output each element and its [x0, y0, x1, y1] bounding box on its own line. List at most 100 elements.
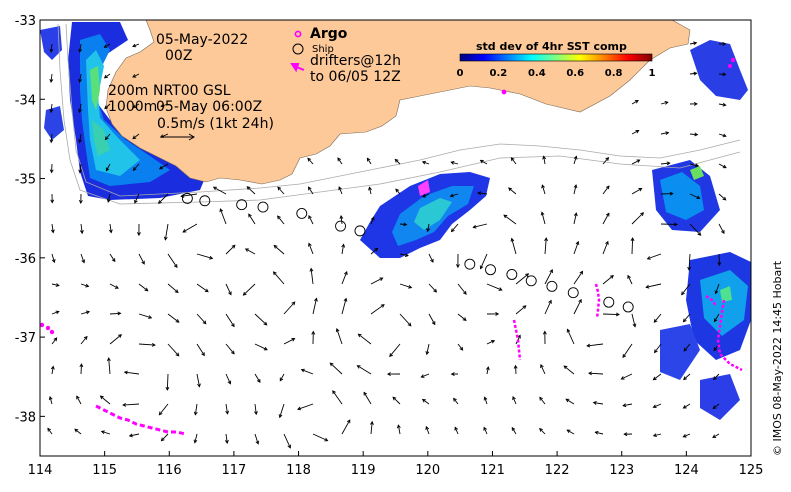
- current-arrow: [100, 430, 111, 435]
- current-arrow: [196, 283, 209, 293]
- current-arrow: [660, 161, 671, 166]
- current-arrow: [483, 426, 488, 435]
- current-arrow: [167, 313, 180, 323]
- current-arrow: [167, 343, 180, 357]
- current-arrow: [103, 73, 111, 79]
- current-arrow: [541, 184, 546, 195]
- current-arrow: [652, 433, 662, 438]
- date-line-1: 05-May-2022: [156, 32, 248, 48]
- current-arrow: [106, 193, 111, 203]
- drifters-legend-line1: drifters@12h: [310, 53, 401, 69]
- current-arrow: [158, 163, 169, 170]
- current-arrow: [329, 362, 343, 375]
- drifter-tracks: [95, 283, 743, 436]
- current-arrow: [566, 429, 575, 435]
- x-tick-label: 115: [92, 463, 117, 478]
- current-arrow: [712, 403, 720, 410]
- sst-patch-west: [40, 22, 205, 200]
- current-arrow: [51, 310, 60, 315]
- current-arrow: [718, 72, 727, 77]
- current-arrow: [602, 240, 609, 255]
- current-arrow: [104, 103, 111, 110]
- current-arrow: [356, 365, 372, 375]
- current-arrow: [622, 403, 633, 408]
- current-arrow: [357, 333, 372, 345]
- current-arrow: [450, 160, 459, 165]
- ship-position: [506, 269, 518, 280]
- y-tick-label: -33: [15, 14, 36, 29]
- current-arrow: [682, 403, 691, 409]
- ship-position: [485, 264, 496, 276]
- x-tick-label: 123: [609, 463, 634, 478]
- current-arrow: [132, 133, 140, 140]
- date-line-2: 00Z: [165, 48, 192, 64]
- current-arrow: [511, 426, 517, 435]
- current-arrow: [573, 155, 578, 165]
- current-arrow: [312, 433, 329, 442]
- current-arrow: [246, 186, 256, 195]
- current-arrow: [370, 247, 379, 255]
- current-arrow: [273, 244, 285, 255]
- current-arrow: [225, 313, 235, 328]
- current-arrow: [76, 395, 82, 405]
- current-arrow: [339, 214, 344, 225]
- current-arrow: [165, 373, 170, 391]
- current-arrow: [254, 403, 258, 416]
- current-arrow: [51, 253, 56, 264]
- drifters-legend-line2: to 06/05 12Z: [310, 69, 401, 85]
- current-arrow: [542, 330, 547, 345]
- current-arrow: [510, 237, 517, 255]
- current-arrow: [395, 188, 401, 195]
- current-arrow: [132, 103, 140, 109]
- x-tick-label: 125: [739, 463, 764, 478]
- current-arrow: [212, 186, 227, 195]
- current-arrow: [224, 433, 229, 444]
- current-arrow: [565, 398, 575, 405]
- current-arrow: [363, 391, 372, 405]
- current-arrow: [78, 163, 83, 174]
- current-arrow: [108, 223, 113, 234]
- product-label: NRT00 GSL: [153, 83, 231, 99]
- current-arrow: [573, 184, 578, 195]
- current-arrow: [660, 191, 674, 196]
- current-arrow: [160, 103, 169, 108]
- current-arrow: [196, 373, 201, 388]
- current-arrow: [660, 222, 678, 227]
- current-arrow: [225, 403, 230, 415]
- current-arrow: [279, 373, 285, 382]
- current-arrow: [399, 253, 409, 258]
- current-arrow: [566, 328, 575, 345]
- current-arrow: [386, 372, 401, 377]
- current-arrow: [602, 212, 610, 225]
- current-arrow: [49, 73, 54, 83]
- current-arrow: [394, 158, 401, 165]
- current-arrow: [420, 373, 430, 378]
- y-tick-label: -35: [15, 173, 36, 188]
- current-arrow: [486, 283, 503, 291]
- current-vectors: [47, 41, 727, 449]
- current-arrow: [689, 101, 698, 106]
- current-arrow: [80, 335, 88, 345]
- ship-position: [567, 287, 579, 299]
- current-arrow: [450, 223, 459, 233]
- current-arrow: [337, 157, 343, 165]
- current-arrow: [308, 242, 314, 255]
- argo-legend-icon: [294, 30, 302, 38]
- sst-patch-central: [360, 172, 490, 258]
- current-arrow: [602, 185, 610, 195]
- current-arrow: [138, 342, 156, 347]
- current-arrow: [138, 283, 149, 292]
- current-arrow: [457, 283, 467, 295]
- drifter-legend-icon: [290, 63, 305, 73]
- current-arrow: [602, 275, 614, 285]
- ship-track: [181, 192, 634, 313]
- current-arrow: [134, 193, 140, 204]
- colorbar-tick-label: 0.8: [605, 68, 623, 79]
- current-arrow: [167, 283, 179, 294]
- x-tick-label: 118: [286, 463, 311, 478]
- scale-label: 0.5m/s (1kt 24h): [157, 116, 274, 132]
- current-arrow: [515, 305, 527, 315]
- current-arrow: [588, 371, 604, 376]
- current-arrow: [544, 237, 548, 255]
